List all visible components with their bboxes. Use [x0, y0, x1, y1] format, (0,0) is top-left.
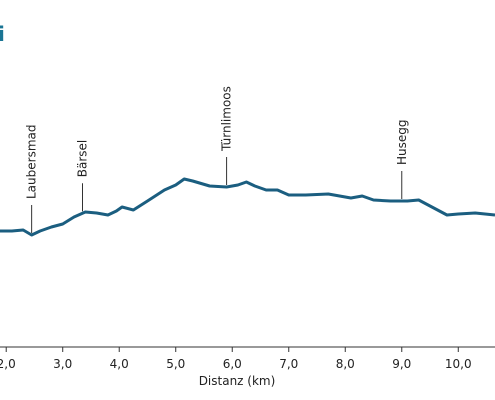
annotation-label: Laubersmad	[25, 125, 39, 200]
annotation-label: Bärsel	[76, 140, 90, 178]
x-tick-label: 2,0	[0, 357, 16, 371]
x-tick-label: 10,0	[445, 357, 472, 371]
x-tick-label: 3,0	[53, 357, 72, 371]
x-tick-label: 6,0	[223, 357, 242, 371]
annotation-label: Husegg	[395, 120, 409, 166]
x-tick-label: 7,0	[279, 357, 298, 371]
x-tick-label: 4,0	[110, 357, 129, 371]
annotation-label: Türnlimoos	[220, 86, 234, 152]
x-tick-label: 5,0	[166, 357, 185, 371]
x-tick-label: 8,0	[336, 357, 355, 371]
elevation-line	[0, 177, 495, 237]
x-axis-label: Distanz (km)	[199, 374, 276, 388]
x-tick-label: 9,0	[392, 357, 411, 371]
chart-title: i	[0, 22, 5, 46]
